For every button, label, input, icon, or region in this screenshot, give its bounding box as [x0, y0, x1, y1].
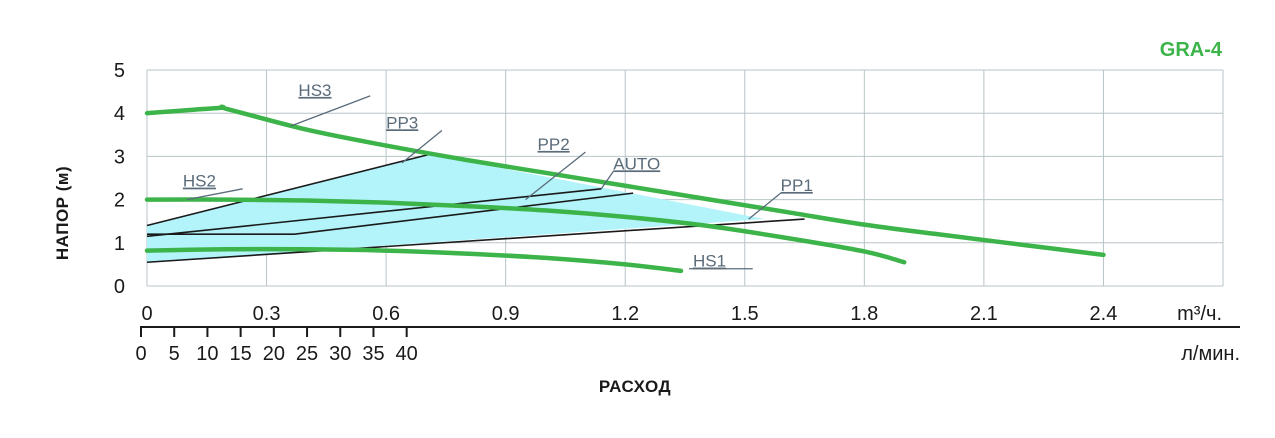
- x-tick-label-lmin: 40: [396, 343, 418, 365]
- operating-region: [147, 154, 765, 263]
- y-axis-title: НАПОР (м): [53, 166, 72, 260]
- x-tick-label-m3h: 0.3: [253, 303, 281, 325]
- y-tick-label: 3: [114, 146, 125, 168]
- grid: [146, 69, 1224, 287]
- x-tick-label-lmin: 5: [169, 343, 180, 365]
- leader-auto: [600, 171, 614, 190]
- leader-pp3: [401, 129, 443, 164]
- x-tick-label-lmin: 30: [329, 343, 351, 365]
- curve-label-hs3: HS3: [298, 81, 331, 100]
- leader-pp1: [748, 192, 782, 220]
- series-pp2-line: [146, 188, 602, 238]
- curve-label-auto: AUTO: [613, 154, 660, 173]
- x-tick-label-m3h: 0: [141, 303, 152, 325]
- x-unit-m3h: m³/ч.: [1177, 303, 1222, 325]
- model-title: GRA-4: [1160, 39, 1223, 61]
- x-tick-label-m3h: 1.8: [850, 303, 878, 325]
- x-tick-label-m3h: 2.1: [970, 303, 998, 325]
- leader-hs3: [290, 95, 371, 127]
- leader-hs2: [186, 188, 243, 201]
- x-tick-label-m3h: 2.4: [1090, 303, 1118, 325]
- series-hs1-curve: [144, 246, 684, 274]
- curve-label-pp1: PP1: [781, 176, 813, 195]
- x-axis-title: РАСХОД: [599, 377, 671, 396]
- y-tick-label: 1: [114, 233, 125, 255]
- x-tick-label-m3h: 0.6: [372, 303, 400, 325]
- leader-pp2: [525, 151, 586, 201]
- series-pp3-line: [146, 153, 431, 227]
- y-tick-label: 4: [114, 103, 125, 125]
- y-tick-label: 0: [114, 276, 125, 298]
- series-hs2-curve: [144, 197, 907, 265]
- x-tick-label-m3h: 0.9: [492, 303, 520, 325]
- y-tick-label: 5: [114, 60, 125, 82]
- series-hs3-curve: [144, 104, 1106, 258]
- x-tick-label-lmin: 25: [296, 343, 318, 365]
- curve-label-hs2: HS2: [183, 172, 216, 191]
- curve-label-hs1: HS1: [693, 252, 726, 271]
- x-tick-label-lmin: 0: [135, 343, 146, 365]
- curve-label-pp3: PP3: [386, 113, 418, 132]
- x-tick-label-lmin: 35: [362, 343, 384, 365]
- x-unit-lmin: л/мин.: [1181, 343, 1240, 365]
- curve-label-pp2: PP2: [538, 135, 570, 154]
- x-tick-label-lmin: 20: [263, 343, 285, 365]
- x-tick-label-lmin: 10: [196, 343, 218, 365]
- x-tick-label-lmin: 15: [230, 343, 252, 365]
- x-tick-label-m3h: 1.2: [611, 303, 639, 325]
- x-tick-label-m3h: 1.5: [731, 303, 759, 325]
- y-tick-label: 2: [114, 190, 125, 212]
